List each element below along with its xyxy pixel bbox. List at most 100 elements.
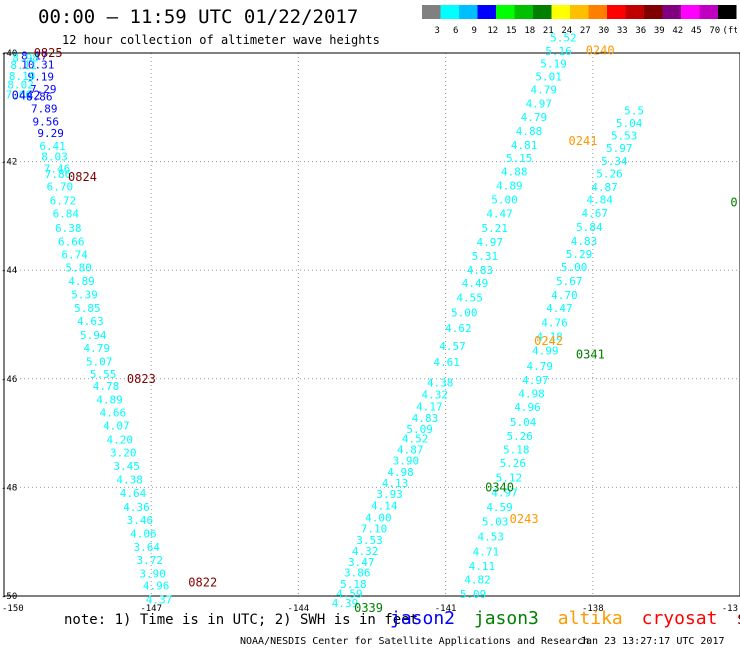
swh-value-label: 4.47 [546, 302, 573, 315]
legend-jason2: jason2 [390, 608, 456, 629]
swh-value-label: 5.26 [506, 430, 533, 443]
x-tick-label: -147 [140, 604, 162, 614]
swh-value-label: 5.00 [451, 307, 478, 320]
swh-value-label: 6.74 [61, 248, 88, 261]
swh-value-label: 5.53 [611, 130, 638, 143]
legend-altika: altika [557, 608, 623, 629]
swh-value-label: 5.55 [90, 368, 117, 381]
swh-value-label: 4.89 [68, 275, 95, 288]
swh-value-label: 4.97 [477, 236, 504, 249]
swh-value-label: 5.21 [481, 222, 508, 235]
swh-value-label: 4.84 [586, 194, 613, 207]
swh-value-label: 4.79 [83, 342, 110, 355]
swh-value-label: 5.15 [506, 152, 533, 165]
swh-value-label: 4.96 [143, 580, 170, 593]
note-text: note: 1) Time is in UTC; 2) SWH is in fe… [64, 612, 419, 628]
time-label: 0824 [68, 170, 97, 184]
swh-value-label: 8.02 [7, 78, 34, 91]
swh-value-label: 4.88 [516, 125, 543, 138]
color-swatch [440, 5, 459, 19]
color-swatch [662, 5, 681, 19]
swh-value-label: 5.18 [503, 443, 530, 456]
legend-s3a: s3a [736, 608, 740, 629]
swh-value-label: 5.19 [540, 57, 567, 70]
swh-value-label: 5.67 [556, 275, 583, 288]
footer-credit: NOAA/NESDIS Center for Satellite Applica… [240, 636, 590, 647]
swh-value-label: 4.20 [107, 434, 134, 447]
swh-value-label: 8.17 [21, 50, 48, 63]
swh-value-label: 4.89 [96, 393, 123, 406]
swh-value-label: 4.96 [514, 401, 541, 414]
y-tick-label: -40 [1, 49, 17, 59]
swh-value-label: 7.10 [361, 523, 388, 536]
color-swatch [422, 5, 441, 19]
legend-cryosat: cryosat [641, 608, 718, 629]
color-scale-label: 6 [453, 26, 458, 35]
time-label: 0825 [34, 46, 63, 60]
swh-value-label: 5.52 [550, 31, 577, 44]
swh-value-label: 4.76 [541, 316, 568, 329]
color-scale-label: 21 [543, 26, 554, 35]
swh-value-label: 3.20 [110, 447, 137, 460]
swh-value-label: 4.17 [416, 400, 443, 413]
time-label: 0340 [485, 480, 514, 494]
swh-value-label: 5.09 [406, 423, 433, 436]
swh-value-label: 5.26 [596, 168, 623, 181]
color-swatch [699, 5, 718, 19]
swh-value-label: 4.00 [365, 511, 392, 524]
x-tick-label: -150 [2, 604, 24, 614]
swh-value-label: 3.53 [356, 534, 383, 547]
color-scale-label: 18 [524, 26, 535, 35]
swh-value-label: 4.59 [486, 501, 513, 514]
swh-value-label: 4.71 [473, 545, 500, 558]
swh-value-label: 4.52 [402, 433, 429, 446]
color-scale-label: 45 [691, 26, 702, 35]
chart-title: 00:00 – 11:59 UTC 01/22/2017 [38, 6, 359, 28]
time-label: 0442 [12, 88, 41, 102]
color-swatch [514, 5, 533, 19]
swh-value-label: 4.79 [527, 360, 554, 373]
swh-value-label: 4.83 [571, 235, 598, 248]
swh-value-label: 4.47 [486, 208, 513, 221]
swh-value-label: 6.70 [47, 181, 74, 194]
swh-value-label: 4.99 [532, 345, 559, 358]
swh-value-label: 4.38 [116, 473, 143, 486]
color-swatch [477, 5, 496, 19]
satellite-legend: jason2 jason3 altika cryosat s3a [390, 608, 740, 629]
swh-value-label: 4.32 [352, 545, 379, 558]
swh-value-label: 5.09 [460, 588, 487, 601]
swh-value-label: 4.07 [103, 419, 130, 432]
swh-value-label: 6.41 [39, 140, 66, 153]
swh-value-label: 6.66 [58, 235, 85, 248]
swh-value-label: 3.47 [348, 556, 375, 569]
footer-timestamp: Jan 23 13:27:17 UTC 2017 [580, 636, 725, 647]
swh-value-label: 7.89 [31, 102, 58, 115]
swh-value-label: 4.62 [445, 322, 472, 335]
time-label: 0240 [586, 43, 615, 57]
swh-value-label: 8.11 [10, 59, 37, 72]
swh-value-label: 4.37 [146, 593, 173, 606]
swh-value-label: 4.64 [120, 487, 147, 500]
swh-value-label: 4.87 [591, 181, 618, 194]
swh-value-label: 8.86 [26, 90, 53, 103]
color-scale-label: 27 [580, 26, 591, 35]
x-tick-label: -141 [435, 604, 457, 614]
time-label: 0822 [188, 575, 217, 589]
color-scale-label: 12 [487, 26, 498, 35]
swh-value-label: 4.70 [551, 289, 578, 302]
color-swatch [570, 5, 589, 19]
swh-value-label: 5.84 [576, 221, 603, 234]
swh-value-label: 3.90 [393, 454, 420, 467]
swh-value-label: 7.86 [45, 168, 72, 181]
color-scale-label: (ft) [722, 26, 737, 35]
swh-value-label: 6.72 [50, 195, 77, 208]
swh-value-label: 4.11 [469, 560, 496, 573]
color-swatch [681, 5, 700, 19]
swh-value-label: 4.98 [518, 387, 545, 400]
swh-value-label: 4.66 [100, 406, 127, 419]
swh-value-label: 5.39 [71, 289, 98, 302]
swh-value-label: 4.83 [412, 412, 439, 425]
swh-value-label: 4.57 [439, 340, 466, 353]
time-label: 0341 [576, 347, 605, 361]
color-scale-label: 36 [635, 26, 646, 35]
